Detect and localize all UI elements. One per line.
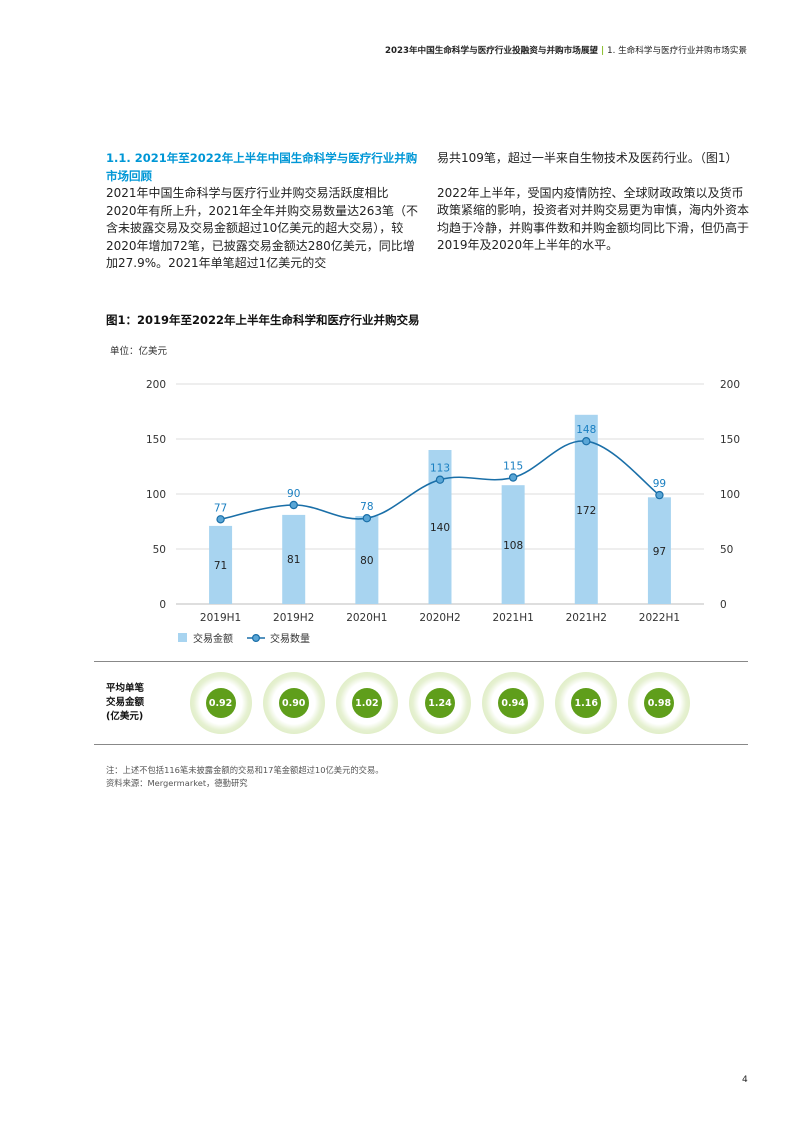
report-title: 2023年中国生命科学与医疗行业投融资与并购市场展望 xyxy=(385,46,599,56)
left-column: 1.1. 2021年至2022年上半年中国生命科学与医疗行业并购市场回顾 202… xyxy=(106,150,418,273)
count-value-label: 78 xyxy=(360,501,373,513)
avg-deal-label: 平均单笔 交易金额 (亿美元) xyxy=(106,682,144,724)
x-tick-label: 2021H1 xyxy=(492,612,533,624)
bar-value-label: 97 xyxy=(653,546,666,558)
y-tick-label-right: 0 xyxy=(720,599,727,611)
count-point xyxy=(289,500,298,510)
avg-circle-2020H2: 1.24 xyxy=(409,672,471,734)
chart-source: 资料来源：Mergermarket，德勤研究 xyxy=(106,778,248,788)
page-header: 2023年中国生命科学与医疗行业投融资与并购市场展望 | 1. 生命科学与医疗行业并… xyxy=(385,44,747,56)
x-tick-label: 2020H1 xyxy=(346,612,387,624)
y-tick-label-right: 200 xyxy=(720,379,740,391)
x-tick-label: 2021H2 xyxy=(566,612,607,624)
x-tick-label: 2022H1 xyxy=(639,612,680,624)
legend-marker-count xyxy=(252,633,261,642)
left-paragraph: 2021年中国生命科学与医疗行业并购交易活跃度相比2020年有所上升，2021年… xyxy=(106,186,418,270)
avg-value: 1.02 xyxy=(351,688,382,718)
avg-value: 1.16 xyxy=(571,688,602,718)
y-tick-label-left: 100 xyxy=(146,489,166,501)
bar-value-label: 172 xyxy=(576,505,596,517)
right-paragraph-1: 易共109笔，超过一半来自生物技术及医药行业。（图1） xyxy=(437,151,738,165)
avg-label-line-1: 平均单笔 xyxy=(106,683,145,694)
y-tick-label-left: 150 xyxy=(146,434,166,446)
merger-chart: 0 50 100 150 200 0 50 100 150 200 71 81 80 140 108 172 9… xyxy=(146,379,740,645)
count-point xyxy=(582,437,591,446)
avg-circle-2022H1: 0.98 xyxy=(628,672,691,734)
avg-circle-2021H2: 1.16 xyxy=(555,672,618,734)
figure-title: 图1：2019年至2022年上半年生命科学和医疗行业并购交易 xyxy=(106,313,420,327)
count-point xyxy=(508,473,518,482)
avg-label-line-2: 交易金额 xyxy=(106,697,145,708)
bar-value-label: 108 xyxy=(503,540,523,552)
legend-label-count: 交易数量 xyxy=(270,632,310,645)
count-value-label: 99 xyxy=(653,478,666,490)
y-tick-label-left: 0 xyxy=(159,599,166,611)
y-tick-label-right: 150 xyxy=(720,434,740,446)
legend-label-amount: 交易金额 xyxy=(193,632,233,645)
avg-circle-2019H2: 0.90 xyxy=(262,672,325,734)
y-tick-label-right: 100 xyxy=(720,489,740,501)
bar-value-label: 80 xyxy=(360,555,373,567)
y-tick-label-left: 200 xyxy=(146,379,166,391)
avg-deal-panel xyxy=(94,661,748,745)
avg-value: 0.98 xyxy=(644,688,675,718)
bar-2022H1 xyxy=(647,497,671,604)
x-tick-label: 2020H2 xyxy=(419,612,460,624)
y-tick-label-right: 50 xyxy=(720,544,733,556)
avg-circle-2020H1: 1.02 xyxy=(335,672,398,734)
bar-2020H1 xyxy=(355,516,379,604)
section-title: 1. 生命科学与医疗行业并购市场实景 xyxy=(607,46,747,56)
avg-value: 0.94 xyxy=(498,688,529,718)
avg-value: 0.90 xyxy=(278,688,309,718)
bar-2019H1 xyxy=(209,525,233,604)
right-column: 易共109笔，超过一半来自生物技术及医药行业。（图1） 2022年上半年，受国内… xyxy=(437,150,749,255)
avg-value: 1.24 xyxy=(425,688,455,718)
chart-note: 注：上述不包括116笔未披露金额的交易和17笔金额超过10亿美元的交易。 xyxy=(106,765,384,775)
count-point xyxy=(435,475,445,484)
bar-2021H1 xyxy=(501,485,525,604)
legend-swatch-amount xyxy=(178,633,187,642)
page-number: 4 xyxy=(742,1075,748,1085)
avg-circle-2019H1: 0.92 xyxy=(189,672,252,734)
bar-value-label: 81 xyxy=(287,554,300,566)
count-value-label: 113 xyxy=(430,463,450,475)
avg-circle-2021H1: 0.94 xyxy=(482,672,545,734)
bar-2021H2 xyxy=(574,414,598,604)
count-value-label: 115 xyxy=(503,461,523,473)
section-heading: 1.1. 2021年至2022年上半年中国生命科学与医疗行业并购市场回顾 xyxy=(106,151,418,183)
x-tick-label: 2019H2 xyxy=(273,612,314,624)
bar-2020H2 xyxy=(428,450,452,604)
count-point xyxy=(362,514,372,523)
count-value-label: 77 xyxy=(214,502,227,514)
header-separator: | xyxy=(601,46,605,56)
right-paragraph-2: 2022年上半年，受国内疫情防控、全球财政政策以及货币政策紧缩的影响，投资者对并… xyxy=(437,185,750,253)
avg-label-line-3: (亿美元) xyxy=(106,711,144,722)
count-point xyxy=(655,490,664,500)
unit-label: 单位：亿美元 xyxy=(110,346,168,357)
count-value-label: 90 xyxy=(287,488,300,500)
bar-value-label: 140 xyxy=(430,522,450,534)
y-tick-label-left: 50 xyxy=(153,544,166,556)
count-point xyxy=(216,515,225,524)
bar-2019H2 xyxy=(282,514,306,604)
x-tick-label: 2019H1 xyxy=(200,612,241,624)
avg-value: 0.92 xyxy=(205,688,236,718)
count-value-label: 148 xyxy=(576,424,596,436)
bar-value-label: 71 xyxy=(214,560,227,572)
